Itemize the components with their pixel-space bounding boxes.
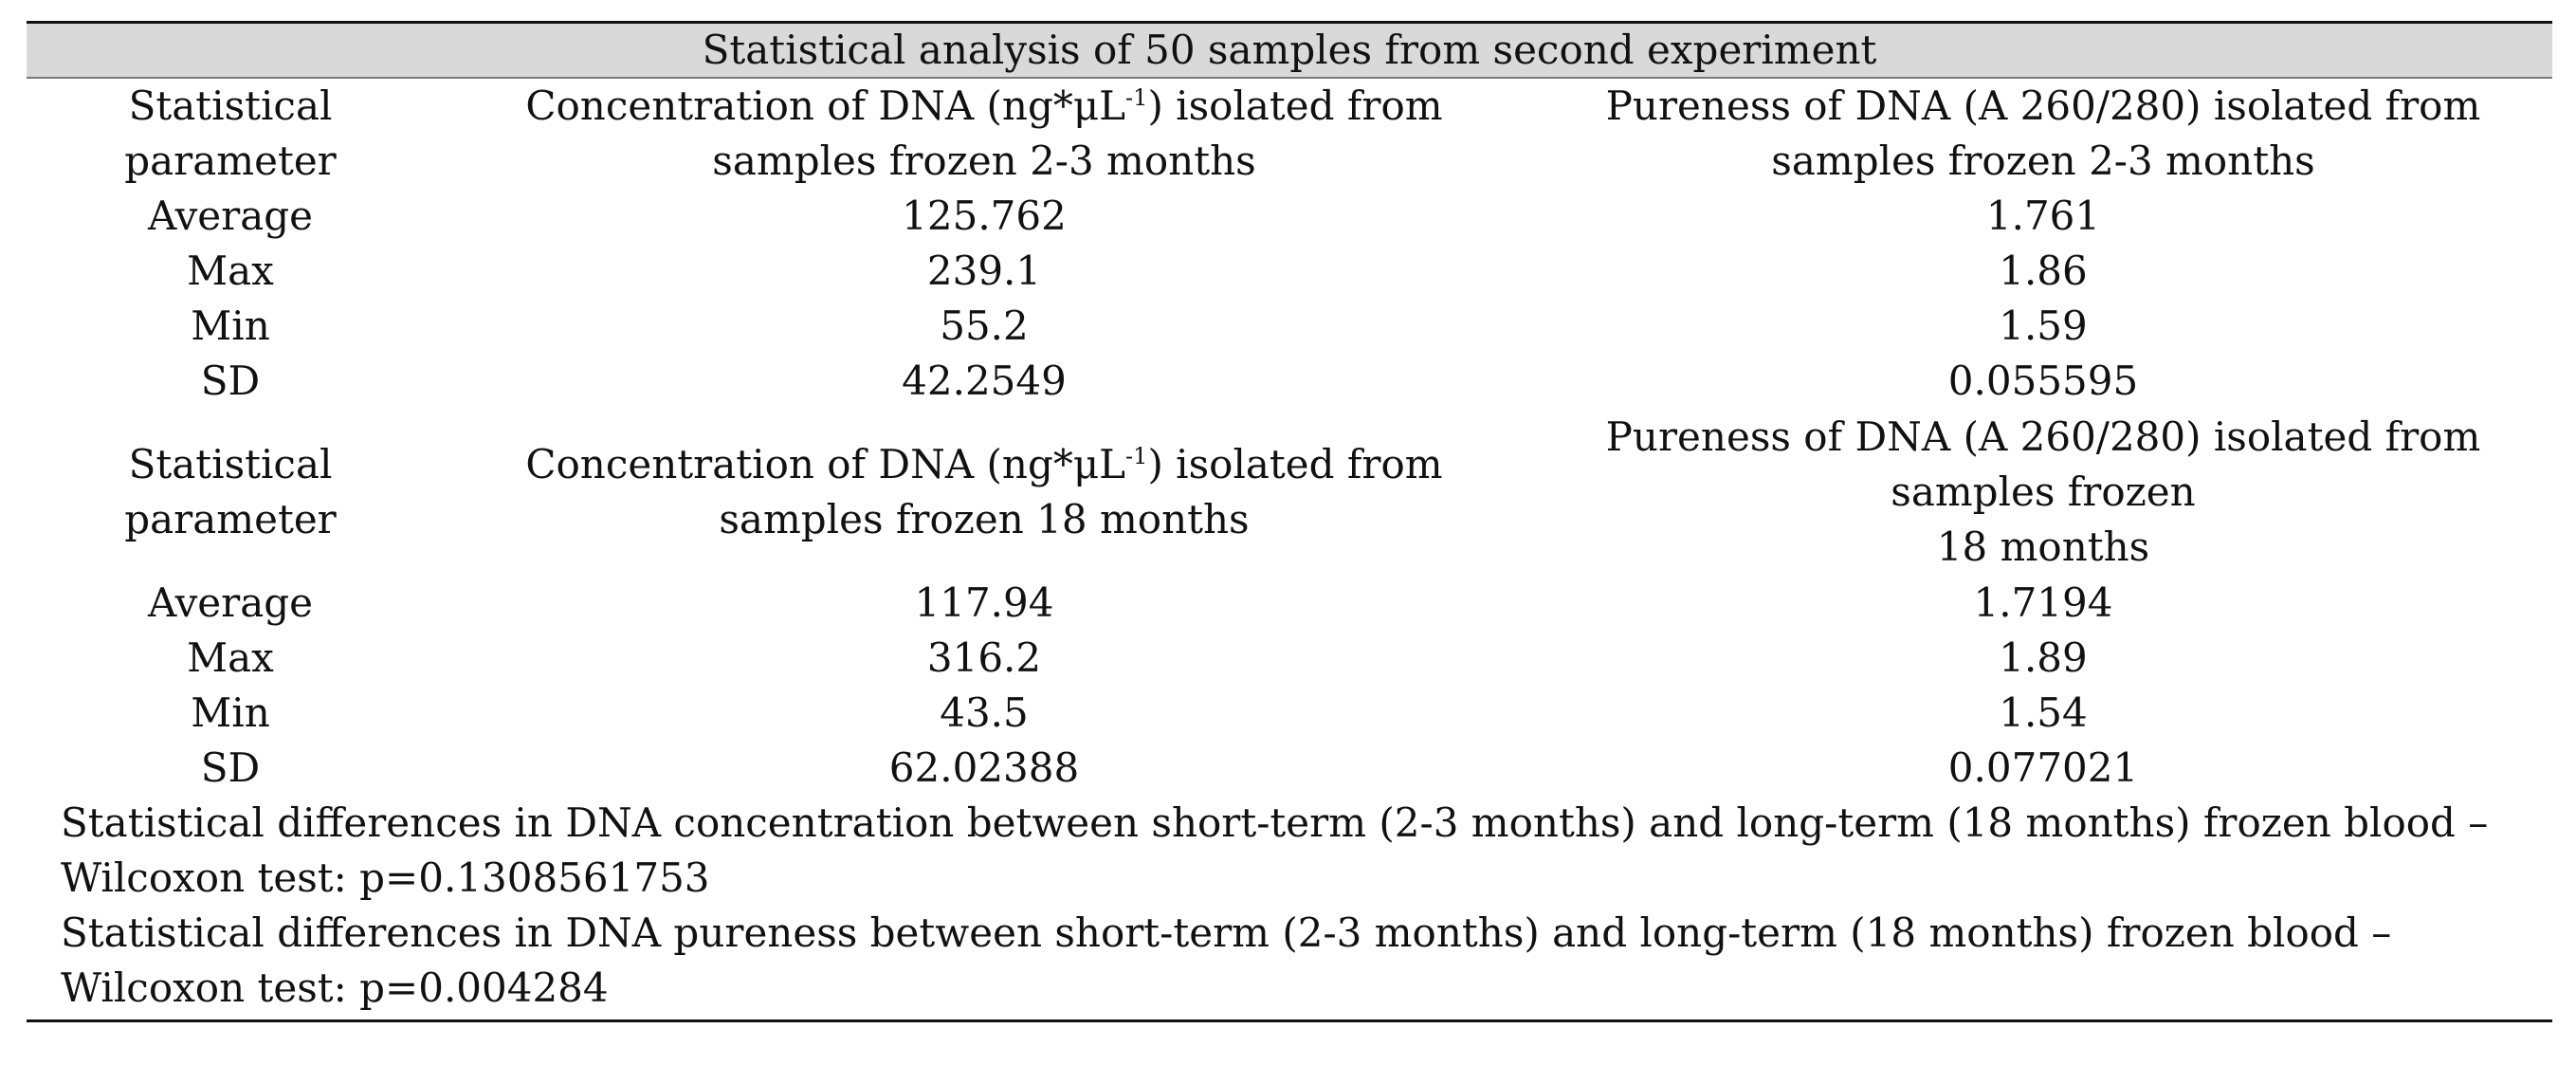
parameter-cell: SD [200,744,261,791]
header-pureness-line2: samples frozen 2-3 months [1771,138,2315,184]
block2-header-parameter: Statistical parameter [27,409,434,576]
block1-header-concentration: Concentration of DNA (ng*μL-1) isolated … [434,79,1534,189]
statistics-table: Statistical analysis of 50 samples from … [27,21,2552,1022]
header-parameter-line2: parameter [124,138,337,184]
block2-header-pureness: Pureness of DNA (A 260/280) isolated fro… [1534,409,2552,576]
header-concentration-text-end: ) isolated from [1147,441,1443,487]
header-concentration-line2: samples frozen 18 months [719,496,1250,542]
note2-line1: Statistical differences in DNA pureness … [61,909,2392,956]
table-row: Average 117.94 1.7194 [27,576,2552,631]
note2-line2: Wilcoxon test: p=0.004284 [61,964,609,1011]
concentration-cell: 42.2549 [902,358,1067,404]
table-row: Max 316.2 1.89 [27,631,2552,686]
concentration-cell: 316.2 [926,634,1042,681]
header-parameter-line2: parameter [124,496,337,542]
parameter-cell: Max [187,634,274,681]
pureness-cell: 1.89 [1999,634,2088,681]
concentration-cell: 239.1 [926,248,1042,294]
header-concentration-superscript: -1 [1125,84,1148,111]
block2-header-concentration: Concentration of DNA (ng*μL-1) isolated … [434,409,1534,576]
pureness-cell: 1.7194 [1973,579,2113,626]
header-pureness-line1: Pureness of DNA (A 260/280) isolated fro… [1605,83,2481,129]
pureness-cell: 1.59 [1999,303,2088,349]
concentration-cell: 125.762 [902,193,1067,239]
concentration-cell: 43.5 [940,689,1029,736]
header-concentration-superscript: -1 [1125,443,1148,469]
parameter-cell: Average [147,193,314,239]
parameter-cell: Min [191,303,270,349]
pureness-cell: 1.54 [1999,689,2088,736]
header-concentration-line1: Concentration of DNA (ng*μL-1) isolated … [434,437,1534,492]
note1-line1: Statistical differences in DNA concentra… [61,799,2489,846]
header-pureness-line3: 18 months [1936,523,2150,570]
header-parameter-line1: Statistical [128,441,333,487]
table-row: SD 42.2549 0.055595 [27,354,2552,409]
header-pureness-line2: samples frozen [1891,468,2196,515]
table-row: Average 125.762 1.761 [27,189,2552,244]
parameter-cell: Average [147,579,314,626]
top-rule [27,21,2552,24]
bottom-rule [27,1019,2552,1022]
block1-header-pureness: Pureness of DNA (A 260/280) isolated fro… [1534,79,2552,189]
pureness-cell: 0.055595 [1947,358,2139,404]
table-row: Max 239.1 1.86 [27,244,2552,299]
table-notes: Statistical differences in DNA concentra… [27,796,2552,1016]
parameter-cell: Min [191,689,270,736]
block1-header-row: Statistical parameter Concentration of D… [27,79,2552,189]
header-parameter-line1: Statistical [128,83,333,129]
concentration-cell: 117.94 [914,579,1054,626]
parameter-cell: Max [187,248,274,294]
table-title: Statistical analysis of 50 samples from … [27,24,2552,79]
pureness-cell: 1.761 [1985,193,2101,239]
block2-header-row: Statistical parameter Concentration of D… [27,409,2552,576]
table-row: Min 43.5 1.54 [27,686,2552,741]
block1-header-parameter: Statistical parameter [27,79,434,189]
pureness-cell: 1.86 [1999,248,2088,294]
header-pureness-line1: Pureness of DNA (A 260/280) isolated fro… [1605,413,2481,460]
header-concentration-text-end: ) isolated from [1147,83,1443,129]
header-concentration-line1: Concentration of DNA (ng*μL-1) isolated … [434,79,1534,134]
concentration-cell: 62.02388 [888,744,1080,791]
header-concentration-line2: samples frozen 2-3 months [712,138,1256,184]
parameter-cell: SD [200,358,261,404]
header-concentration-text: Concentration of DNA (ng*μL [525,83,1126,129]
header-concentration-text: Concentration of DNA (ng*μL [525,441,1126,487]
pureness-cell: 0.077021 [1947,744,2139,791]
table-row: SD 62.02388 0.077021 [27,741,2552,796]
note1-line2: Wilcoxon test: p=0.1308561753 [61,854,710,901]
concentration-cell: 55.2 [940,303,1029,349]
table-row: Min 55.2 1.59 [27,299,2552,354]
